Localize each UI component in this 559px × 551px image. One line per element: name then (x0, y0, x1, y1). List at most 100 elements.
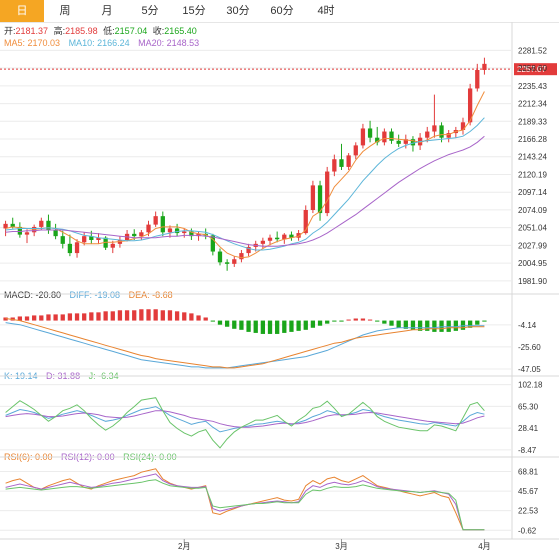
ma5-label: MA5: 2170.03 (4, 38, 60, 48)
candle-down (89, 236, 94, 240)
macd-bar-neg (482, 320, 487, 322)
macd-label: MACD: -20.80 (4, 290, 61, 300)
macd-bar-neg (425, 320, 430, 331)
high-value: 2185.98 (65, 26, 98, 36)
candle-up (475, 70, 480, 89)
candle-down (189, 231, 194, 237)
macd-bar-neg (253, 320, 258, 333)
macd-bar-pos (360, 318, 366, 321)
candle-down (317, 185, 323, 214)
macd-bar-pos (3, 317, 8, 321)
candle-down (339, 159, 344, 167)
ma20-line (5, 135, 485, 247)
price-tick-label: 2004.95 (518, 259, 547, 268)
candle-up (353, 145, 358, 156)
macd-tick-label: -25.60 (518, 343, 541, 352)
macd-bar-neg (432, 320, 437, 332)
candle-up (24, 232, 30, 235)
axis-layer: 2281.52 2258.60 2235.43 2212.34 2189.33 2166.… (178, 46, 547, 551)
candle-up (282, 234, 287, 240)
ma20-label: MA20: 2148.53 (138, 38, 199, 48)
macd-bar-pos (39, 315, 44, 321)
macd-bar-neg (325, 320, 330, 324)
macd-bar-pos (117, 310, 123, 321)
macd-bar-neg (303, 320, 308, 330)
tab-5min[interactable]: 5分 (141, 5, 159, 17)
candle-down (17, 226, 23, 235)
candle-down (217, 251, 223, 263)
rsi-tick-label: 45.67 (518, 487, 539, 496)
macd-legend: MACD: -20.80 DIFF: -19.08 DEA: -8.68 (4, 290, 173, 300)
price-tick-label: 2212.34 (518, 100, 547, 109)
macd-bar-neg (453, 320, 458, 331)
tab-30min[interactable]: 30分 (226, 5, 250, 17)
price-tick-label: 2051.04 (518, 224, 547, 233)
rsi-tick-label: -0.62 (518, 526, 537, 535)
candle-down (132, 233, 137, 237)
candle-up (96, 237, 101, 240)
kdj-tick-label: 28.41 (518, 424, 539, 433)
kline-chart[interactable]: 开:2181.37 高:2185.98 低:2157.04 收:2165.40 … (0, 22, 559, 551)
candle-down (60, 236, 65, 244)
candle-up (153, 216, 158, 225)
price-tick-label: 2120.19 (518, 170, 547, 179)
ma10-label: MA10: 2166.24 (69, 38, 130, 48)
candle-up (3, 223, 8, 229)
tab-week[interactable]: 周 (59, 5, 71, 17)
macd-bar-neg (382, 320, 387, 324)
ma-legend: MA5: 2170.03 MA10: 2166.24 MA20: 2148.53 (4, 38, 199, 48)
candle-down (53, 230, 58, 237)
candle-down (46, 220, 51, 230)
candle-down (439, 125, 444, 138)
macd-bar-pos (182, 312, 187, 321)
candle-up (303, 210, 308, 234)
price-tick-label: 2143.24 (518, 153, 547, 162)
tab-day[interactable]: 日 (0, 0, 44, 22)
price-tick-label: 2189.33 (518, 117, 547, 126)
macd-bar-neg (224, 320, 230, 327)
tab-15min[interactable]: 15分 (182, 5, 206, 17)
tab-month[interactable]: 月 (101, 5, 113, 17)
low-label: 低: (103, 25, 115, 36)
macd-bar-pos (53, 314, 58, 321)
kdj-tick-label: 102.18 (518, 381, 543, 390)
candle-up (346, 155, 351, 167)
candle-up (425, 131, 430, 138)
macd-bar-neg (246, 320, 251, 332)
macd-bar-pos (174, 311, 180, 321)
tab-60min[interactable]: 60分 (270, 5, 294, 17)
candle-up (332, 159, 337, 172)
price-tick-label: 2074.09 (518, 206, 547, 215)
candle-down (410, 139, 416, 146)
macd-bar-pos (24, 316, 30, 321)
macd-bar-pos (160, 310, 165, 321)
high-label: 高: (54, 25, 66, 36)
tab-4h[interactable]: 4时 (317, 5, 335, 17)
rsi-tick-label: 22.53 (518, 507, 539, 516)
candle-down (10, 223, 15, 227)
macd-bar-neg (232, 320, 237, 329)
macd-bar-neg (375, 320, 380, 322)
macd-bar-neg (339, 320, 344, 322)
macd-bar-neg (317, 320, 323, 326)
dif-line (5, 322, 485, 369)
price-tick-label: 2235.43 (518, 82, 547, 91)
dif-label: DIFF: -19.08 (70, 290, 121, 300)
price-tick-label: 1981.90 (518, 277, 547, 286)
macd-bar-neg (239, 320, 244, 330)
candle-up (246, 246, 251, 254)
candle-up (110, 243, 115, 248)
candle-up (446, 133, 451, 138)
macd-bar-neg (289, 320, 294, 332)
macd-bar-pos (367, 319, 373, 321)
candle-up (260, 240, 266, 244)
macd-bar-pos (139, 309, 144, 321)
macd-bar-neg (467, 320, 473, 328)
d-line (5, 410, 485, 428)
j-line (5, 397, 485, 449)
dea-label: DEA: -8.68 (129, 290, 173, 300)
candle-down (160, 216, 165, 233)
candle-up (310, 185, 316, 210)
price-tick-label: 2097.14 (518, 188, 547, 197)
period-tabs: 日 周 月 5分 15分 30分 60分 4时 (0, 0, 559, 23)
